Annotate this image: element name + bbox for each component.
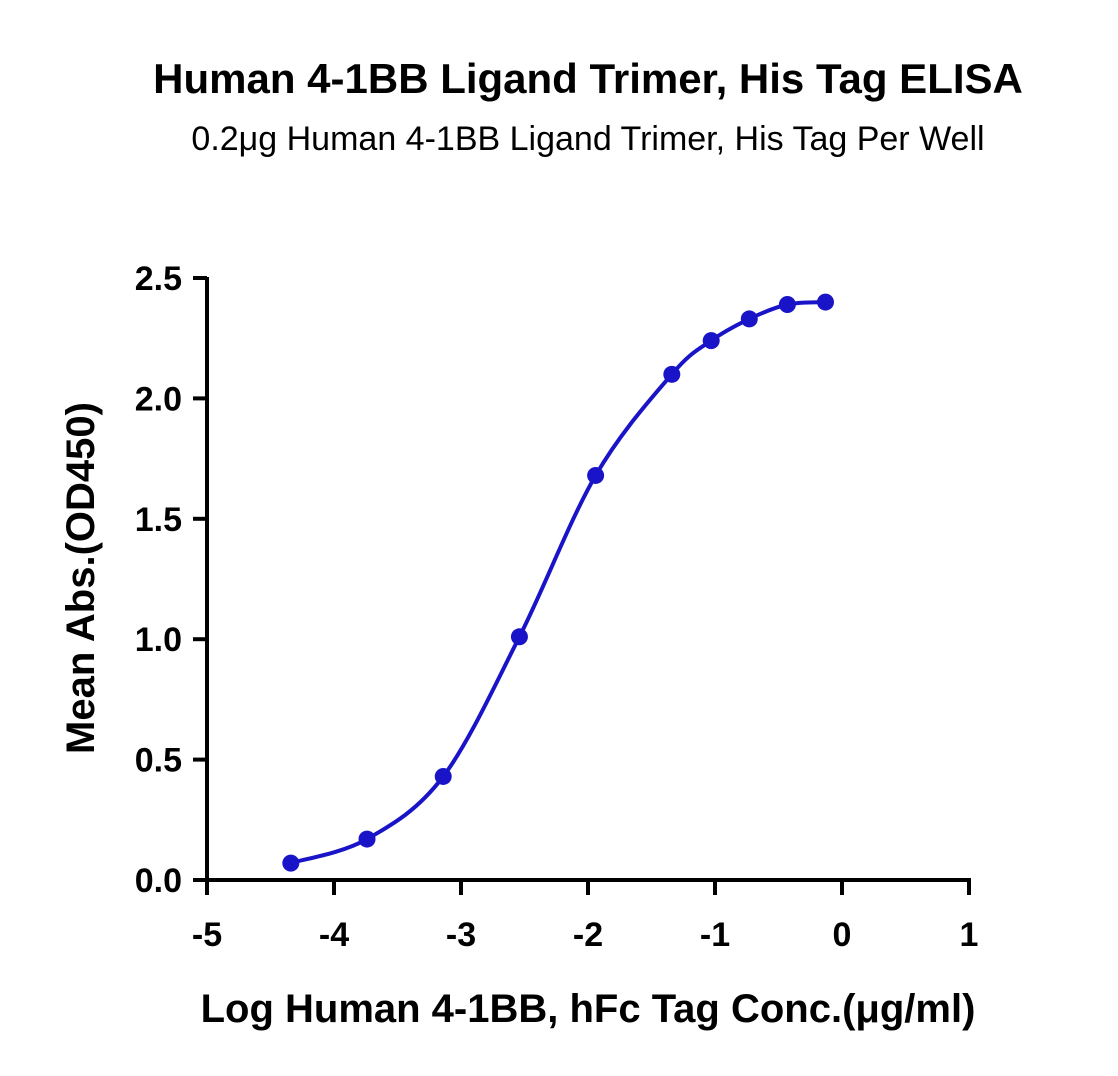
y-tick-label: 1.0 [135, 621, 182, 659]
x-tick-label: -1 [700, 916, 730, 954]
chart-subtitle: 0.2μg Human 4-1BB Ligand Trimer, His Tag… [191, 120, 984, 158]
x-axis-label: Log Human 4-1BB, hFc Tag Conc.(μg/ml) [201, 987, 976, 1031]
y-tick-label: 2.5 [135, 260, 182, 298]
x-tick-label: -4 [319, 916, 349, 954]
x-tick-label: -5 [192, 916, 222, 954]
chart-title: Human 4-1BB Ligand Trimer, His Tag ELISA [153, 55, 1023, 102]
y-tick-label: 1.5 [135, 501, 182, 539]
y-tick-label: 2.0 [135, 380, 182, 418]
data-point [816, 293, 834, 311]
x-tick-label: -3 [446, 916, 476, 954]
data-point [587, 466, 605, 484]
y-tick-label: 0.0 [135, 862, 182, 900]
data-point [434, 767, 452, 785]
data-point [663, 365, 681, 383]
y-axis-label: Mean Abs.(OD450) [59, 402, 103, 754]
x-tick-label: 0 [833, 916, 852, 954]
y-axis-ticks: 0.0 0.5 1.0 1.5 2.0 2.5 [135, 260, 207, 900]
fit-curve [290, 300, 826, 866]
y-tick-label: 0.5 [135, 742, 182, 780]
data-point [282, 854, 300, 872]
data-point [358, 830, 376, 848]
data-point [702, 332, 720, 350]
data-points [282, 293, 834, 872]
x-axis-ticks: -5 -4 -3 -2 -1 0 1 [192, 880, 979, 954]
data-point [510, 628, 528, 646]
x-tick-label: -2 [573, 916, 603, 954]
data-point [740, 310, 758, 328]
x-tick-label: 1 [960, 916, 979, 954]
data-point [778, 295, 796, 313]
